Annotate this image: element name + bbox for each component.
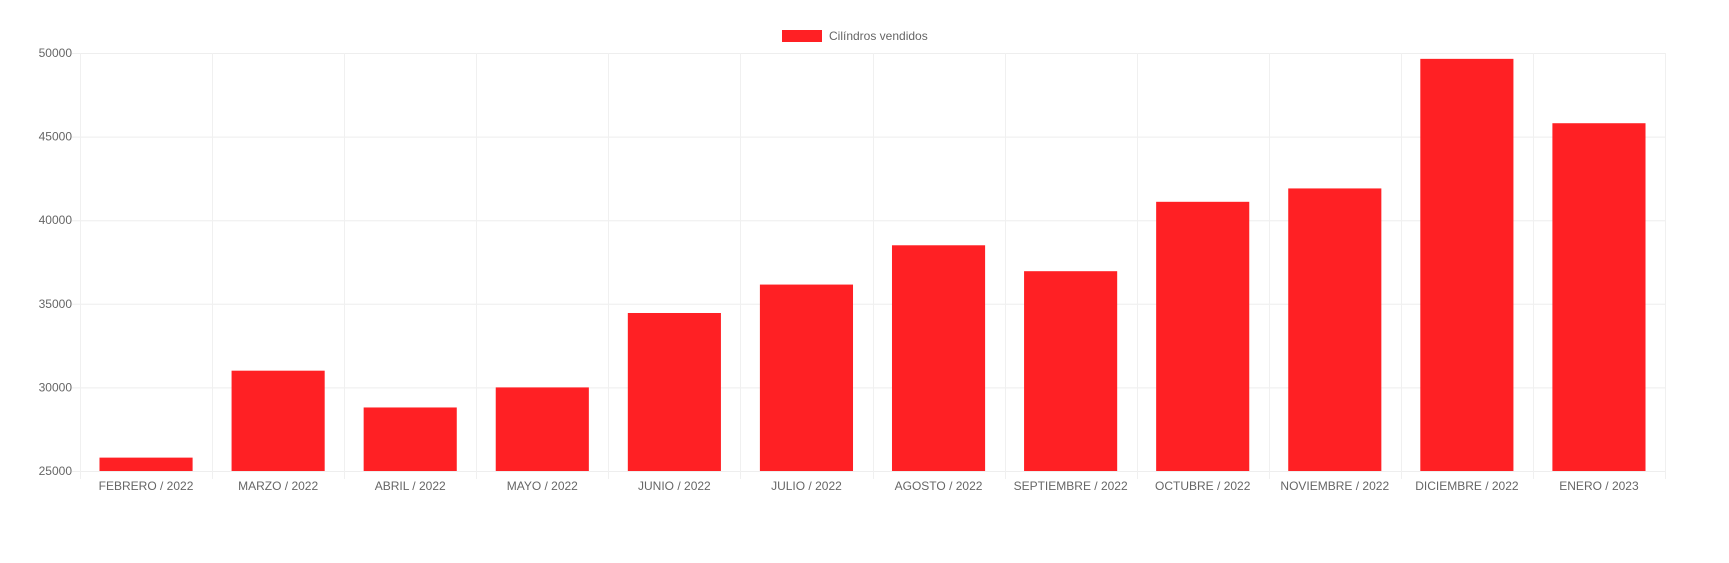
x-tick-label: FEBRERO / 2022 (99, 479, 194, 493)
x-tick-label: ENERO / 2023 (1559, 479, 1639, 493)
x-tick-label: SEPTIEMBRE / 2022 (1014, 479, 1128, 493)
x-tick-label: JUNIO / 2022 (638, 479, 711, 493)
bar[interactable] (891, 245, 986, 471)
bar[interactable] (495, 387, 589, 471)
y-tick-label: 35000 (39, 297, 73, 311)
y-tick-label: 40000 (39, 213, 73, 227)
legend-swatch (782, 30, 822, 42)
bar[interactable] (627, 312, 721, 471)
bar[interactable] (1288, 188, 1382, 471)
grid-lines (72, 53, 1666, 479)
bar[interactable] (99, 457, 193, 471)
y-tick-label: 45000 (39, 130, 73, 144)
chart-legend[interactable]: Cilíndros vendidos (782, 29, 928, 43)
bars (99, 58, 1646, 472)
y-axis: 25000 30000 35000 40000 45000 50000 (39, 46, 73, 478)
bar[interactable] (1156, 201, 1250, 472)
bar[interactable] (1420, 58, 1514, 472)
y-tick-label: 50000 (39, 46, 73, 60)
bar[interactable] (759, 284, 854, 471)
x-axis: FEBRERO / 2022 MARZO / 2022 ABRIL / 2022 MA… (99, 479, 1639, 493)
bar[interactable] (363, 407, 457, 471)
y-tick-label: 30000 (39, 380, 73, 394)
x-tick-label: ABRIL / 2022 (375, 479, 446, 493)
x-tick-label: MARZO / 2022 (238, 479, 318, 493)
x-tick-label: JULIO / 2022 (771, 479, 842, 493)
legend-label: Cilíndros vendidos (829, 29, 928, 43)
x-tick-label: DICIEMBRE / 2022 (1415, 479, 1519, 493)
bar[interactable] (1024, 271, 1118, 471)
x-tick-label: AGOSTO / 2022 (895, 479, 983, 493)
x-tick-label: OCTUBRE / 2022 (1155, 479, 1251, 493)
y-tick-label: 25000 (39, 464, 73, 478)
x-tick-label: MAYO / 2022 (507, 479, 578, 493)
x-tick-label: NOVIEMBRE / 2022 (1280, 479, 1389, 493)
bar[interactable] (231, 370, 325, 471)
bar[interactable] (1552, 123, 1646, 471)
